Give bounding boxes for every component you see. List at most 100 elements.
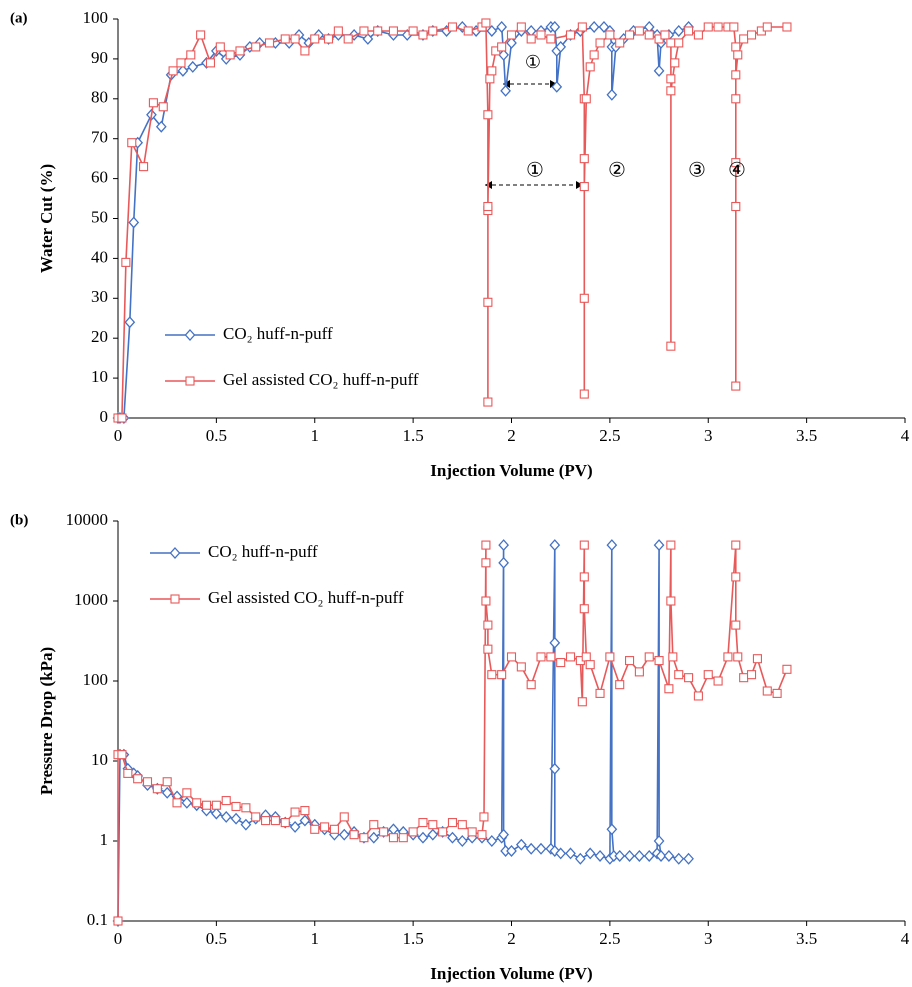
marker — [579, 540, 589, 550]
marker — [323, 34, 334, 44]
marker — [644, 652, 654, 662]
marker — [261, 816, 271, 826]
marker — [579, 293, 589, 303]
marker — [733, 652, 743, 662]
marker — [408, 26, 418, 36]
marker — [215, 42, 225, 52]
marker — [121, 257, 131, 267]
marker — [481, 558, 491, 568]
marker — [546, 652, 556, 662]
marker — [241, 803, 251, 813]
marker — [264, 38, 275, 48]
x-tick-label: 3 — [704, 426, 713, 445]
marker — [497, 670, 507, 680]
marker — [320, 822, 330, 832]
marker — [133, 774, 143, 784]
marker — [339, 812, 349, 822]
marker — [481, 540, 491, 550]
marker — [187, 60, 199, 73]
marker — [139, 162, 149, 172]
marker — [723, 652, 733, 662]
marker — [703, 22, 713, 32]
marker — [731, 158, 741, 168]
y-axis-title: Water Cut (%) — [37, 164, 56, 273]
y-tick-label: 10000 — [66, 510, 109, 529]
marker — [666, 86, 676, 96]
marker — [155, 120, 167, 133]
marker — [549, 539, 561, 552]
marker — [624, 656, 635, 666]
marker — [161, 786, 173, 799]
marker — [428, 26, 438, 36]
x-tick-label: 3.5 — [796, 929, 817, 948]
marker — [418, 818, 428, 828]
y-tick-label: 20 — [91, 327, 108, 346]
marker — [666, 341, 676, 351]
marker — [211, 800, 221, 810]
marker — [428, 820, 438, 830]
marker — [535, 842, 547, 855]
marker — [666, 540, 676, 550]
marker — [516, 662, 526, 672]
marker — [549, 636, 561, 649]
marker — [660, 30, 670, 40]
x-axis-title: Injection Volume (PV) — [430, 964, 592, 983]
marker — [624, 849, 635, 862]
marker — [169, 547, 181, 559]
marker — [731, 94, 741, 104]
y-tick-label: 50 — [91, 207, 108, 226]
marker — [526, 34, 536, 44]
series-line — [118, 25, 689, 419]
marker — [506, 652, 517, 662]
x-tick-label: 1 — [311, 426, 320, 445]
x-tick-label: 2 — [507, 929, 516, 948]
marker — [388, 26, 399, 36]
marker — [176, 58, 186, 68]
marker — [615, 680, 625, 690]
marker — [693, 30, 703, 40]
marker — [467, 827, 477, 837]
marker — [438, 827, 448, 837]
marker — [555, 40, 567, 53]
marker — [666, 74, 676, 84]
marker — [579, 182, 589, 192]
y-tick-label: 1 — [100, 830, 109, 849]
marker — [549, 762, 561, 775]
series-line — [117, 545, 689, 922]
marker — [299, 814, 311, 827]
marker — [614, 849, 626, 862]
marker — [589, 50, 599, 60]
marker — [664, 684, 674, 694]
marker — [577, 22, 587, 32]
marker — [225, 50, 235, 60]
marker — [280, 34, 290, 44]
marker — [477, 830, 487, 840]
marker — [290, 807, 300, 817]
marker — [506, 36, 517, 49]
marker — [663, 849, 675, 862]
y-tick-label: 1000 — [74, 590, 108, 609]
marker — [585, 62, 595, 72]
marker — [289, 820, 301, 833]
marker — [762, 22, 772, 32]
series-line — [118, 21, 787, 419]
marker — [300, 806, 310, 816]
marker — [713, 676, 723, 686]
marker — [369, 820, 379, 830]
y-tick-label: 40 — [91, 247, 108, 266]
marker — [310, 34, 320, 44]
x-tick-label: 2.5 — [599, 929, 620, 948]
marker — [196, 30, 206, 40]
marker — [684, 673, 694, 683]
marker — [588, 21, 600, 33]
legend-label: Gel assisted CO₂ huff-n-puff — [223, 370, 419, 389]
marker — [498, 48, 510, 61]
marker — [456, 835, 468, 847]
marker — [565, 30, 576, 40]
marker — [654, 656, 664, 666]
marker — [574, 852, 586, 865]
x-tick-label: 0.5 — [206, 929, 227, 948]
marker — [221, 796, 231, 806]
marker — [565, 652, 576, 662]
marker — [525, 842, 537, 855]
